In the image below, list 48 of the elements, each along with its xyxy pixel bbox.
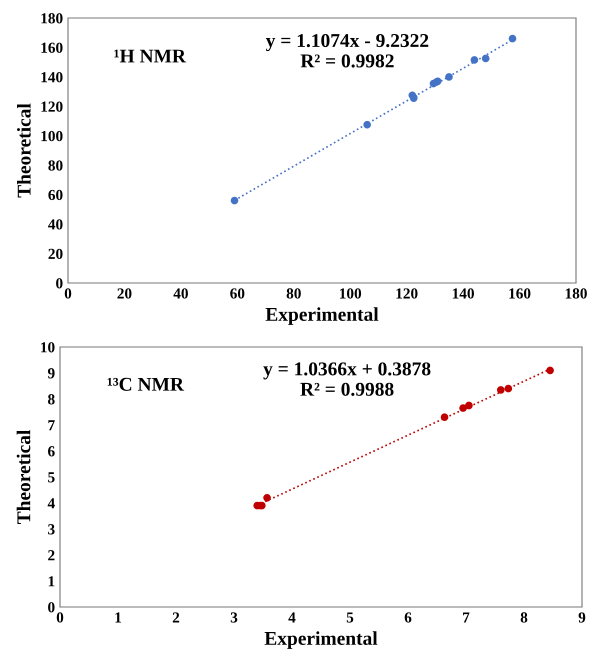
x-tick-label: 180 [566,288,587,299]
y-tick-label: 3 [48,524,55,534]
x-tick-label: 160 [509,288,530,299]
y-tick-label: 2 [48,550,54,560]
x-axis-title: Experimental [264,631,378,649]
annotation: ¹³C NMR [108,378,184,391]
y-tick-label: 40 [48,219,63,230]
y-tick-label: 0 [48,602,55,612]
x-tick-label: 100 [340,288,362,299]
y-tick-label: 160 [41,42,63,53]
x-tick-label: 0 [64,288,72,299]
y-tick-label: 140 [41,72,63,82]
x-tick-label: 6 [404,612,412,623]
x-tick-label: 20 [117,288,132,299]
annotation: y = 1.1074x - 9.2322 R² = 0.9982 [266,34,428,68]
y-tick-label: 6 [48,446,55,456]
y-tick-label: 5 [48,472,55,482]
y-tick-label: 180 [41,13,63,24]
annotation: ¹H NMR [114,50,186,62]
x-tick-label: 60 [230,288,244,299]
y-tick-label: 80 [48,160,63,171]
y-tick-label: 8 [48,394,55,404]
y-tick-label: 60 [48,190,63,200]
y-axis-title: Theoretical [17,103,31,198]
y-tick-label: 1 [48,576,54,586]
x-tick-label: 7 [463,612,470,622]
x-tick-label: 3 [230,612,238,623]
x-tick-label: 2 [172,612,180,622]
x-tick-label: 9 [578,612,586,623]
y-tick-label: 120 [41,101,63,112]
x-tick-label: 40 [173,288,188,299]
y-tick-label: 0 [56,278,63,288]
y-tick-label: 20 [48,248,63,260]
x-tick-label: 1 [115,612,122,622]
x-tick-label: 4 [288,612,296,622]
y-axis-title: Theoretical [16,430,30,524]
y-tick-label: 7 [48,420,55,430]
y-tick-label: 4 [48,498,55,508]
y-tick-label: 100 [41,130,63,142]
x-tick-label: 80 [286,288,301,299]
y-tick-label: 9 [48,368,55,378]
x-tick-label: 120 [396,288,418,299]
annotation: y = 1.0366x + 0.3878 R² = 0.9988 [263,362,430,396]
x-tick-label: 140 [452,288,474,299]
x-axis-title: Experimental [266,307,378,325]
x-tick-label: 8 [520,612,528,623]
y-tick-label: 10 [41,342,55,352]
x-tick-label: 5 [346,612,354,623]
